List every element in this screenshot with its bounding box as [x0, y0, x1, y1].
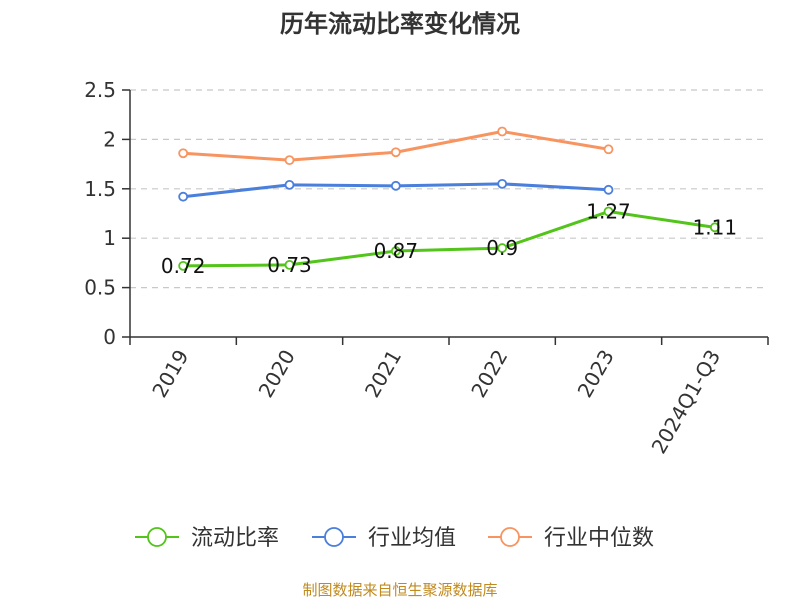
- data-point: [390, 246, 401, 256]
- legend-label: 行业中位数: [544, 526, 654, 551]
- x-tick-label: 2023: [573, 346, 619, 402]
- data-point: [284, 259, 295, 270]
- x-tick-label: 2021: [360, 346, 406, 402]
- data-label: 0.87: [374, 239, 419, 263]
- x-tick-label: 2024Q1-Q3: [646, 346, 725, 458]
- x-tick-label: 2022: [466, 345, 512, 401]
- data-point: [178, 191, 189, 202]
- grid: [130, 89, 768, 289]
- x-tick-label: 2020: [254, 346, 300, 402]
- legend-marker: [324, 527, 344, 547]
- y-tick-label: 1.5: [84, 177, 116, 201]
- x-tick-label: 2019: [147, 346, 193, 402]
- data-label: 0.72: [161, 254, 206, 278]
- data-point: [284, 179, 295, 190]
- data-label: 1.27: [586, 200, 631, 224]
- data-point: [709, 222, 720, 233]
- y-tick-label: 2.5: [84, 78, 116, 102]
- data-point: [497, 126, 508, 137]
- data-point: [390, 147, 401, 158]
- data-point: [390, 180, 401, 191]
- legend-marker: [500, 527, 520, 547]
- data-label: 1.11: [693, 215, 738, 239]
- y-tick-label: 0: [103, 325, 116, 349]
- data-point: [497, 178, 508, 189]
- source-note: 制图数据来自恒生聚源数据库: [302, 581, 497, 599]
- series-line: [183, 210, 716, 268]
- legend: 流动比率 行业均值 行业中位数: [135, 526, 654, 551]
- data-point: [497, 243, 508, 253]
- data-point: [603, 144, 614, 155]
- data-point: [603, 206, 614, 217]
- y-tick-label: 0.5: [84, 276, 116, 300]
- y-tick-label: 2: [103, 127, 116, 151]
- legend-label: 流动比率: [191, 526, 279, 551]
- data-labels: 0.72 0.73 0.87 0.9 1.27 1.11: [161, 200, 737, 278]
- data-label: 0.73: [267, 253, 312, 277]
- y-tick-label: 1: [103, 226, 116, 250]
- legend-marker: [147, 527, 167, 547]
- data-point: [603, 184, 614, 195]
- data-point: [178, 260, 189, 271]
- chart-title: 历年流动比率变化情况: [280, 10, 520, 38]
- data-point: [284, 155, 295, 166]
- series-group: [178, 126, 720, 271]
- data-point: [178, 148, 189, 159]
- data-label: 0.9: [486, 236, 518, 260]
- legend-label: 行业均值: [368, 526, 456, 551]
